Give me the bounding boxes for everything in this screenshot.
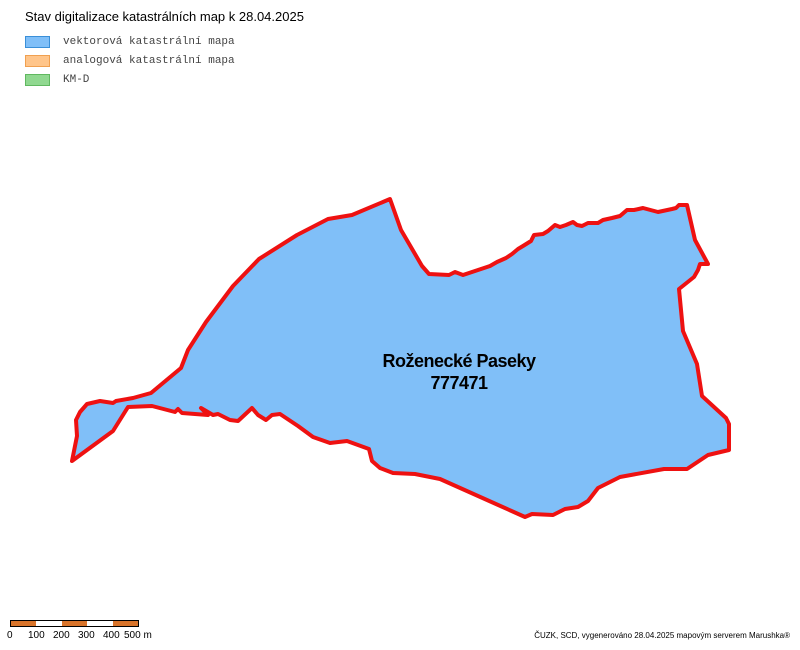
cadastral-area-label: Roženecké Paseky 777471: [382, 350, 536, 394]
cadastral-area-name: Roženecké Paseky: [382, 351, 536, 371]
legend-label-vector: vektorová katastrální mapa: [63, 36, 235, 48]
map-title: Stav digitalizace katastrálních map k 28…: [25, 9, 304, 24]
scale-label: 0: [7, 630, 13, 641]
scale-segment: [36, 621, 62, 626]
scale-segment: [61, 621, 88, 626]
legend-swatch-analog: [25, 55, 50, 67]
legend-label-kmd: KM-D: [63, 74, 90, 86]
legend-swatch-kmd: [25, 74, 50, 86]
scale-segment: [11, 621, 37, 626]
legend-swatch-vector: [25, 36, 50, 48]
scale-label: 300: [78, 630, 95, 641]
scale-labels: 0 100 200 300 400 500 m: [0, 630, 200, 644]
scale-segment: [112, 621, 139, 626]
cadastral-area-code: 777471: [430, 373, 488, 393]
scale-label: 400: [103, 630, 120, 641]
legend-label-analog: analogová katastrální mapa: [63, 55, 235, 67]
scale-segment: [87, 621, 113, 626]
cadastral-area-polygon[interactable]: [70, 197, 731, 519]
map-credit: ČUZK, SCD, vygenerováno 28.04.2025 mapov…: [534, 631, 790, 640]
scale-label: 100: [28, 630, 45, 641]
scale-bar: [10, 620, 139, 627]
scale-label: 200: [53, 630, 70, 641]
scale-label: 500 m: [124, 630, 152, 641]
